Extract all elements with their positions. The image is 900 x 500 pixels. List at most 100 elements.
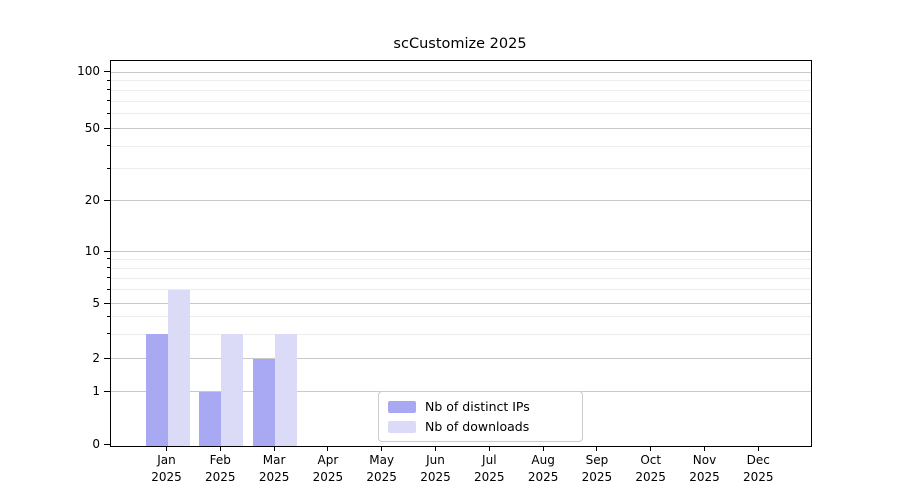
bar-downloads-jan (167, 289, 190, 446)
y-tick-mark (104, 250, 110, 252)
x-tick-month: Jul (482, 453, 497, 467)
y-minor-tick-mark (107, 112, 110, 114)
x-tick-mark (650, 446, 652, 451)
gridline-minor (111, 168, 811, 170)
gridline-major (111, 251, 811, 252)
x-tick-month: Apr (317, 453, 339, 467)
legend-item-distinct-ips: Nb of distinct IPs (388, 399, 572, 414)
legend-item-downloads: Nb of downloads (388, 419, 572, 434)
gridline-major (111, 200, 811, 201)
x-tick-label-sep: Sep 2025 (565, 452, 629, 486)
gridline-minor (111, 289, 811, 291)
y-minor-tick-mark (107, 89, 110, 91)
x-tick-label-mar: Mar 2025 (242, 452, 306, 486)
y-tick-label: 5 (92, 295, 100, 310)
y-tick-label: 10 (84, 243, 100, 258)
x-tick-year: 2025 (420, 470, 451, 484)
y-tick-mark (104, 390, 110, 392)
x-tick-year: 2025 (258, 470, 290, 484)
x-tick-mark (435, 446, 436, 451)
x-tick-mark (542, 446, 544, 451)
x-tick-year: 2025 (689, 470, 720, 484)
x-tick-year: 2025 (527, 470, 559, 484)
x-tick-year: 2025 (635, 470, 666, 484)
gridline-minor (111, 145, 811, 147)
x-tick-month: Mar (262, 453, 286, 467)
x-tick-mark (488, 446, 490, 451)
gridline-minor (111, 113, 811, 115)
x-tick-year: 2025 (312, 470, 344, 484)
x-tick-label-feb: Feb 2025 (188, 452, 252, 486)
y-minor-tick-mark (107, 145, 110, 147)
bar-downloads-mar (275, 334, 298, 446)
gridline-minor (111, 80, 811, 82)
y-tick-label: 20 (84, 192, 100, 207)
x-tick-mark (219, 446, 221, 451)
x-tick-mark (381, 446, 383, 451)
x-tick-label-aug: Aug 2025 (511, 452, 575, 486)
x-tick-label-jan: Jan 2025 (135, 452, 199, 486)
y-minor-tick-mark (107, 100, 110, 102)
x-tick-month: Jan (157, 453, 176, 467)
gridline-major (111, 303, 811, 304)
gridline-minor (111, 258, 811, 260)
x-tick-mark (596, 446, 598, 451)
y-tick-label: 0 (92, 437, 100, 451)
gridline-minor (111, 277, 811, 279)
y-minor-tick-mark (107, 288, 110, 290)
x-tick-month: Nov (692, 453, 717, 467)
x-tick-label-nov: Nov 2025 (673, 452, 737, 486)
y-tick-mark (104, 357, 110, 359)
bar-downloads-feb (221, 334, 244, 446)
y-minor-tick-mark (107, 258, 110, 260)
x-tick-label-oct: Oct 2025 (619, 452, 683, 486)
bar-distinct-ips-jan (145, 334, 168, 446)
x-tick-month: Aug (531, 453, 555, 467)
gridline-minor (111, 100, 811, 102)
y-tick-mark (104, 127, 110, 129)
x-tick-month: Jun (426, 453, 445, 467)
x-tick-mark (757, 446, 759, 451)
x-tick-month: May (369, 453, 395, 467)
legend: Nb of distinct IPs Nb of downloads (378, 391, 583, 442)
x-tick-year: 2025 (205, 470, 236, 484)
y-minor-tick-mark (107, 167, 110, 169)
gridline-minor (111, 267, 811, 269)
y-tick-label: 100 (77, 64, 100, 78)
x-tick-month: Dec (746, 453, 770, 467)
legend-swatch-distinct-ips (388, 400, 416, 413)
x-tick-year: 2025 (743, 470, 774, 484)
y-tick-label: 50 (84, 120, 100, 135)
x-tick-year: 2025 (151, 470, 182, 484)
x-tick-year: 2025 (366, 470, 397, 484)
y-tick-mark (104, 71, 110, 72)
gridline-minor (111, 333, 811, 335)
y-minor-tick-mark (107, 79, 110, 81)
y-tick-mark (104, 302, 110, 304)
y-tick-label: 1 (92, 383, 100, 398)
bar-distinct-ips-feb (199, 391, 222, 446)
gridline-major (111, 358, 811, 359)
x-tick-label-jul: Jul 2025 (457, 452, 521, 486)
x-tick-month: Oct (640, 453, 662, 467)
legend-label-downloads: Nb of downloads (425, 419, 530, 434)
y-tick-label: 2 (92, 350, 100, 365)
y-minor-tick-mark (107, 267, 110, 269)
y-tick-mark (104, 444, 110, 445)
x-tick-year: 2025 (581, 470, 613, 484)
gridline-major (111, 71, 811, 73)
x-tick-mark (166, 446, 167, 451)
x-tick-mark (273, 446, 275, 451)
x-tick-label-dec: Dec 2025 (726, 452, 790, 486)
x-tick-label-jun: Jun 2025 (404, 452, 468, 486)
gridline-minor (111, 316, 811, 318)
x-tick-month: Feb (209, 453, 231, 467)
legend-label-distinct-ips: Nb of distinct IPs (425, 399, 530, 414)
x-tick-mark (327, 446, 329, 451)
x-tick-label-apr: Apr 2025 (296, 452, 360, 486)
legend-swatch-downloads (388, 420, 416, 433)
gridline-minor (111, 89, 811, 91)
gridline-major (111, 128, 811, 129)
y-minor-tick-mark (107, 277, 110, 279)
